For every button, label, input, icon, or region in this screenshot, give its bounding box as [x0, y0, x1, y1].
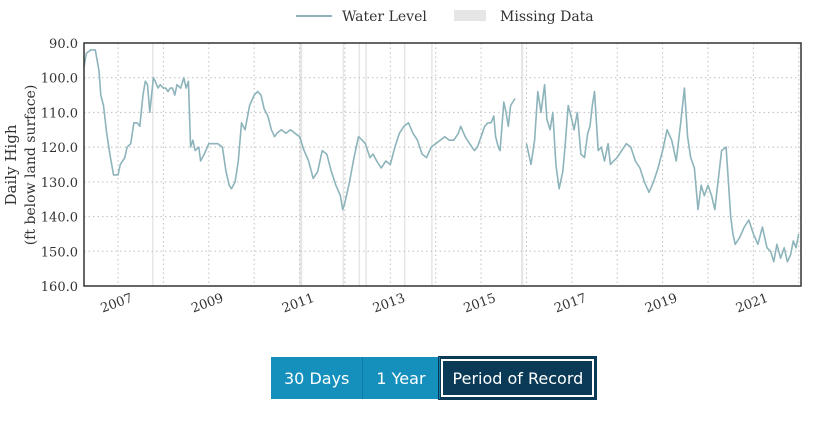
period-of-record-button[interactable]: Period of Record	[438, 357, 597, 399]
plot-frame	[83, 42, 802, 287]
x-tick-label-2007: 2007	[99, 291, 135, 316]
legend-missing-swatch	[454, 10, 486, 21]
y-tick-label-7: 160.0	[41, 280, 78, 295]
x-tick-label-2021: 2021	[734, 291, 770, 316]
x-tick-label-2013: 2013	[371, 291, 407, 316]
x-tick-label-2009: 2009	[189, 291, 225, 316]
chart: Water Level Missing Data 90.0 100.0 110.0 1…	[2, 9, 802, 316]
range-selector: 30 Days 1 Year Period of Record	[271, 357, 597, 399]
y-axis-title: Daily High	[2, 124, 20, 205]
missing-data-band-4	[365, 43, 367, 286]
missing-data-band-0	[152, 43, 154, 286]
y-axis-subtitle: (ft below land surface)	[23, 85, 39, 246]
y-tick-label-3: 120.0	[41, 141, 78, 156]
missing-data-band-2	[342, 43, 345, 286]
x-tick-label-2017: 2017	[553, 291, 589, 316]
grid	[84, 43, 801, 286]
missing-data-band-5	[403, 43, 406, 286]
y-tick-label-0: 90.0	[49, 37, 78, 52]
missing-data-bands	[152, 43, 524, 286]
x-axis: 2007 2009 2011 2013 2015 2017 2019 2021	[99, 291, 771, 316]
y-tick-label-6: 150.0	[41, 245, 78, 260]
legend-label-missing-data: Missing Data	[500, 9, 594, 25]
1-year-button[interactable]: 1 Year	[362, 357, 439, 399]
y-tick-label-5: 140.0	[41, 211, 78, 226]
missing-data-band-3	[358, 43, 361, 286]
y-tick-label-4: 130.0	[41, 176, 78, 191]
missing-data-band-1	[299, 43, 303, 286]
x-tick-label-2019: 2019	[643, 291, 679, 316]
water-level-line-segment-1	[525, 83, 800, 263]
y-tick-label-2: 110.0	[41, 106, 78, 121]
legend-label-water-level: Water Level	[342, 9, 427, 25]
y-tick-label-1: 100.0	[41, 72, 78, 87]
x-tick-label-2011: 2011	[280, 291, 316, 316]
legend: Water Level Missing Data	[296, 9, 594, 25]
30-days-button[interactable]: 30 Days	[271, 357, 363, 399]
water-level-line-segment-0	[83, 49, 516, 211]
missing-data-band-6	[431, 43, 433, 286]
x-tick-label-2015: 2015	[462, 291, 498, 316]
missing-data-band-7	[521, 43, 524, 286]
y-axis: 90.0 100.0 110.0 120.0 130.0 140.0 150.0 160.0	[41, 37, 78, 295]
water-level-series	[83, 49, 800, 263]
